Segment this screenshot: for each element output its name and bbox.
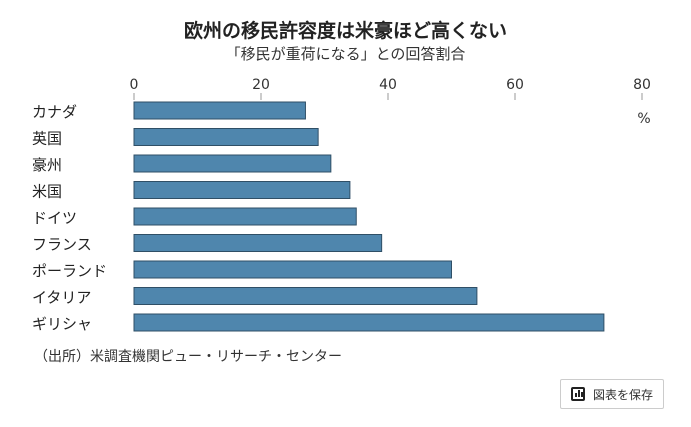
category-label: ポーランド [32,262,107,280]
bar-カナダ [133,101,306,120]
save-chart-label: 図表を保存 [592,387,653,402]
save-chart-button[interactable]: 図表を保存 [560,379,664,409]
bar-ドイツ [133,207,357,226]
chart-subtitle: 「移民が重荷になる」との回答割合 [225,45,466,63]
category-label: フランス [32,236,92,254]
category-label: イタリア [32,289,91,307]
category-label: ギリシャ [32,315,92,333]
bar-イタリア [133,287,478,305]
bar-ギリシャ [133,313,605,332]
bar-フランス [133,234,383,252]
source-note: （出所）米調査機関ピュー・リサーチ・センター [34,349,342,365]
x-tick-label: 0 [130,77,139,93]
category-label: ドイツ [32,209,77,227]
bar-豪州 [133,154,332,173]
x-tick-label: 80 [633,77,651,93]
category-label: 米国 [32,183,62,201]
bar-米国 [133,181,351,199]
bar-ポーランド [133,260,452,279]
x-tick-label: 20 [252,77,270,93]
unit-label: % [637,111,650,127]
x-tick-label: 40 [379,77,397,93]
category-label: 豪州 [32,156,62,174]
chart-title: 欧州の移民許容度は米豪ほど高くない [183,20,507,42]
category-label: 英国 [32,130,62,148]
bar-英国 [133,128,319,146]
category-label: カナダ [32,103,77,121]
chart-icon [570,387,585,401]
x-tick-label: 60 [506,77,524,93]
